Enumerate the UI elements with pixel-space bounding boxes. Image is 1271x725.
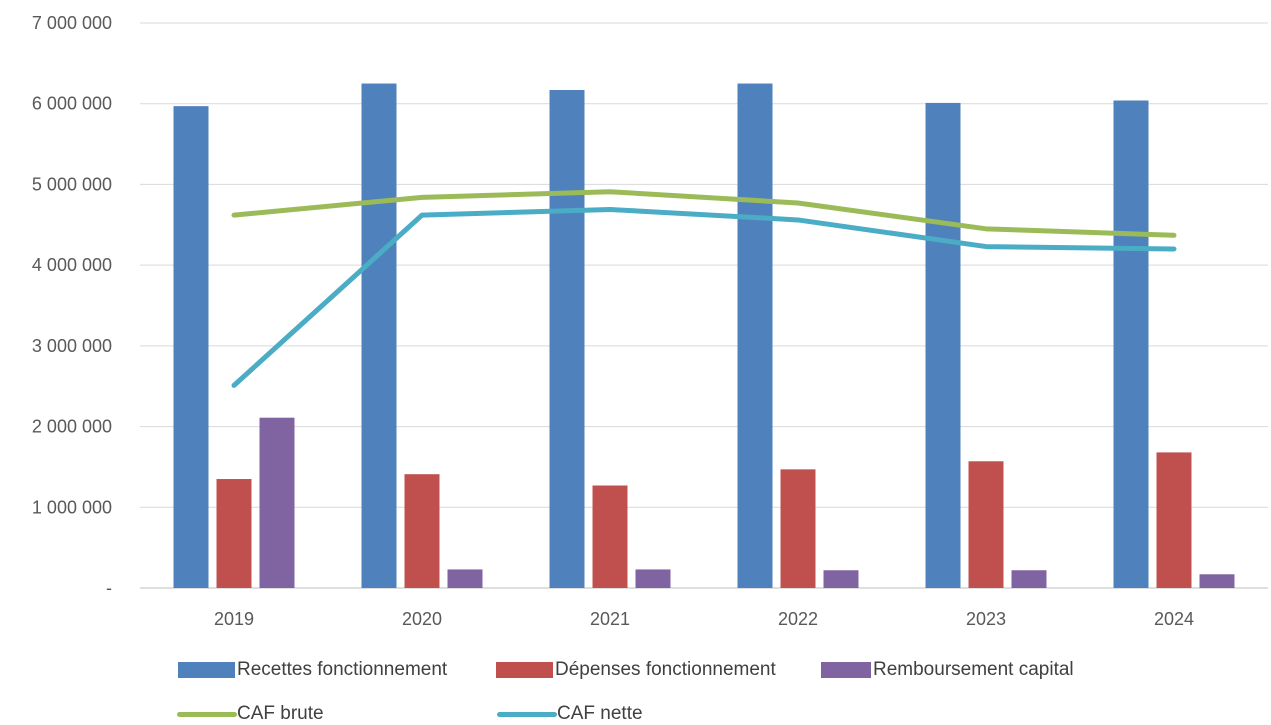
series-line [231, 189, 1177, 238]
bar [592, 485, 628, 588]
bar [549, 89, 585, 588]
y-tick-label: 2 000 000 [32, 417, 112, 437]
y-axis-ticks: - 1 000 000 2 000 000 3 000 000 4 000 000 5 0… [32, 13, 112, 598]
bar [173, 106, 209, 588]
bar [780, 469, 816, 588]
x-tick-label: 2022 [778, 609, 818, 629]
y-tick-label: - [106, 578, 112, 598]
bar [737, 83, 773, 589]
lines [231, 189, 1177, 388]
x-axis-ticks: 2019 2020 2021 2022 2023 2024 [214, 609, 1194, 629]
bar [823, 570, 859, 588]
bar [259, 417, 295, 588]
gridlines [140, 22, 1268, 589]
bar [404, 474, 440, 588]
x-tick-label: 2019 [214, 609, 254, 629]
x-tick-label: 2020 [402, 609, 442, 629]
y-tick-label: 7 000 000 [32, 13, 112, 33]
y-tick-label: 6 000 000 [32, 94, 112, 114]
y-tick-label: 4 000 000 [32, 255, 112, 275]
bar [216, 479, 252, 588]
bar [1199, 574, 1235, 588]
y-tick-label: 5 000 000 [32, 174, 112, 194]
bar [1156, 452, 1192, 588]
series-line [231, 206, 1177, 388]
bars [173, 83, 1235, 589]
bar [1113, 100, 1149, 588]
x-tick-label: 2023 [966, 609, 1006, 629]
x-tick-label: 2024 [1154, 609, 1194, 629]
bar [447, 569, 483, 588]
y-tick-label: 3 000 000 [32, 336, 112, 356]
bar [361, 83, 397, 589]
bar [925, 102, 961, 589]
y-tick-label: 1 000 000 [32, 497, 112, 517]
bar [1011, 570, 1047, 588]
bar [968, 461, 1004, 588]
x-tick-label: 2021 [590, 609, 630, 629]
bar [635, 569, 671, 588]
